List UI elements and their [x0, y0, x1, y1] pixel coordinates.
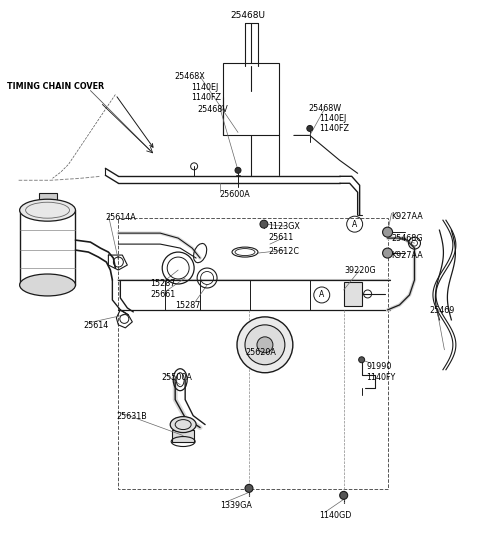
Text: 25468G: 25468G [392, 234, 423, 243]
Text: K927AA: K927AA [392, 251, 423, 260]
Circle shape [383, 248, 393, 258]
Ellipse shape [170, 416, 196, 433]
Bar [223, 63, 279, 135]
Circle shape [245, 325, 285, 365]
Text: 25500A: 25500A [161, 373, 192, 382]
Text: A: A [319, 291, 324, 300]
Text: 25631B: 25631B [116, 411, 147, 420]
Circle shape [245, 485, 253, 492]
Ellipse shape [20, 199, 75, 221]
Circle shape [340, 491, 348, 499]
Text: 25468V: 25468V [197, 105, 228, 113]
Circle shape [260, 220, 268, 228]
Circle shape [235, 167, 241, 173]
Text: 25611: 25611 [268, 233, 293, 242]
Text: 39220G: 39220G [345, 266, 376, 275]
Text: 15287: 15287 [150, 279, 176, 288]
Circle shape [307, 125, 313, 131]
Text: 25468W: 25468W [309, 103, 342, 112]
Text: 1339GA: 1339GA [220, 501, 252, 510]
Text: 25614A: 25614A [106, 213, 136, 222]
Text: 91990: 91990 [367, 362, 392, 371]
Text: 25661: 25661 [150, 290, 176, 299]
Text: TIMING CHAIN COVER: TIMING CHAIN COVER [7, 82, 104, 91]
Text: 25612C: 25612C [268, 247, 299, 256]
Text: 1140EJ: 1140EJ [191, 83, 218, 92]
Text: 1140GD: 1140GD [319, 511, 351, 520]
Text: 1140FY: 1140FY [367, 373, 396, 382]
Ellipse shape [20, 274, 75, 296]
Text: 25468U: 25468U [230, 11, 265, 20]
Circle shape [257, 337, 273, 353]
Bar [38, 193, 57, 201]
Text: 25600A: 25600A [219, 190, 250, 199]
Text: A: A [352, 220, 357, 229]
Text: K927AA: K927AA [392, 212, 423, 221]
Text: 1140EJ: 1140EJ [319, 115, 346, 124]
Text: 1140FZ: 1140FZ [319, 125, 349, 134]
Text: 15287: 15287 [175, 301, 201, 310]
Text: 25469: 25469 [430, 306, 455, 315]
Text: 1123GX: 1123GX [268, 222, 300, 231]
Text: 25468X: 25468X [174, 72, 205, 80]
Text: 25620A: 25620A [245, 348, 276, 357]
Bar [344, 282, 361, 306]
Circle shape [383, 227, 393, 237]
Circle shape [237, 317, 293, 373]
Circle shape [359, 357, 365, 363]
Bar [172, 429, 194, 442]
Text: 1140FZ: 1140FZ [191, 93, 221, 102]
Bar [119, 218, 387, 489]
Text: 25614: 25614 [84, 321, 108, 330]
